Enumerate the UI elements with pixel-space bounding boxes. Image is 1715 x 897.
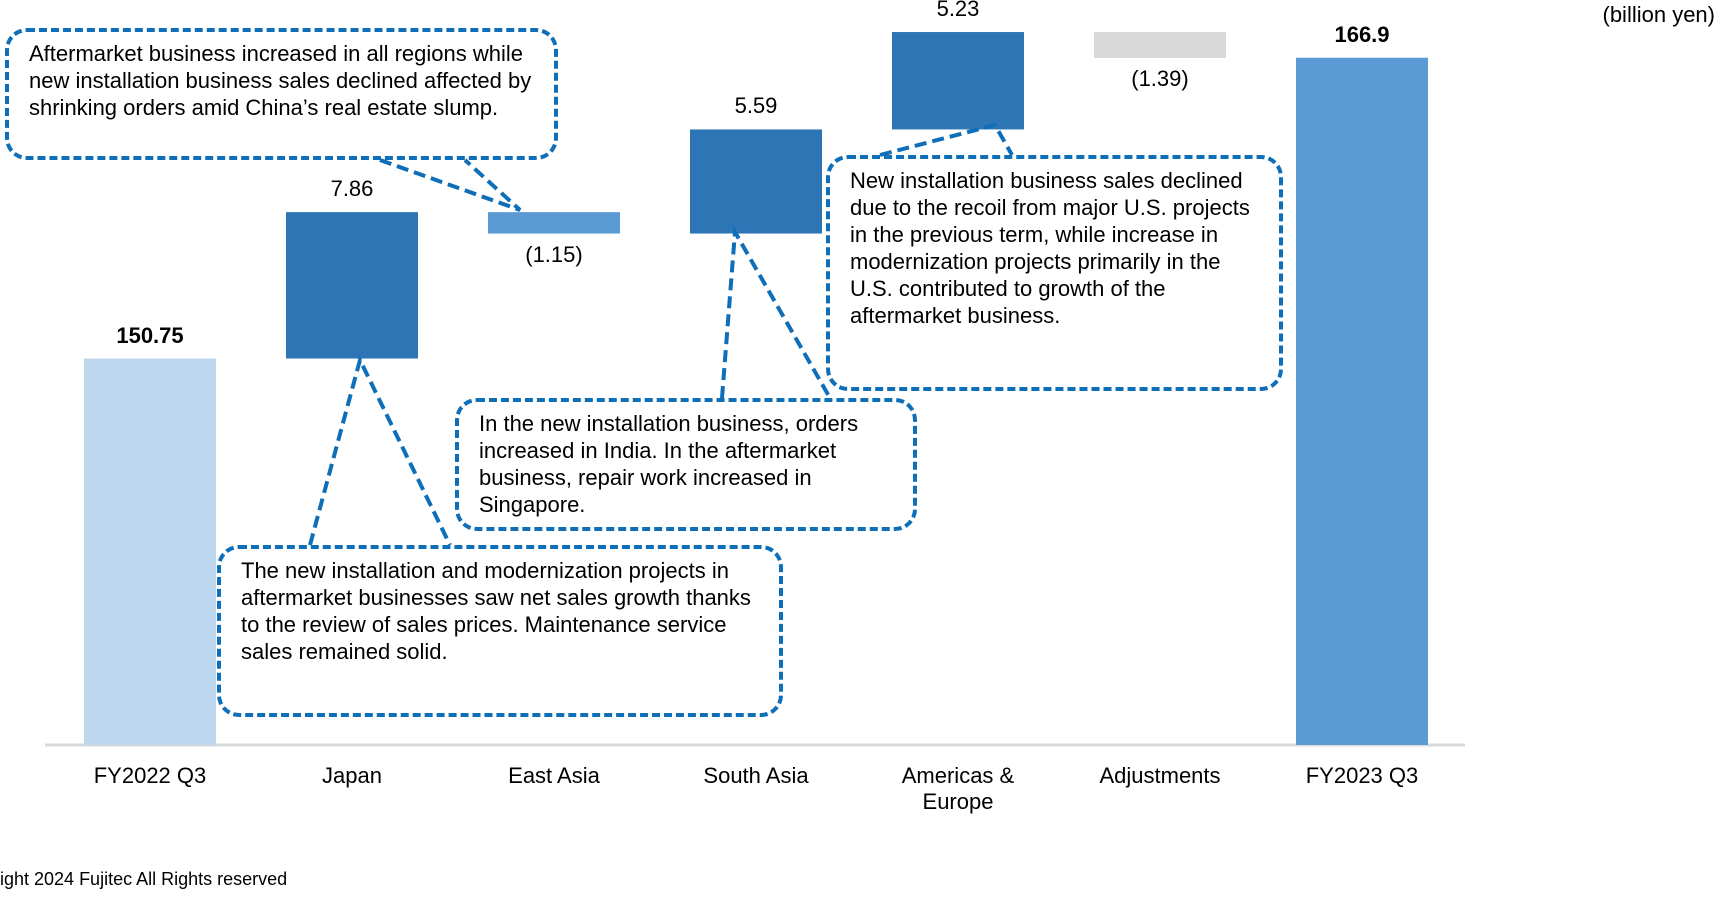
callout: The new installation and modernization p… bbox=[217, 545, 783, 717]
bar bbox=[1296, 57, 1428, 746]
x-tick-label: Adjustments bbox=[1099, 763, 1221, 788]
callout: New installation business sales declined… bbox=[826, 155, 1283, 391]
callout-pointer bbox=[879, 122, 1014, 157]
data-label: 166.9 bbox=[1334, 21, 1390, 47]
callout-pointer bbox=[308, 354, 452, 546]
data-label: 5.59 bbox=[734, 93, 778, 119]
x-tick-label: South Asia bbox=[703, 763, 809, 788]
x-tick-label: FY2023 Q3 bbox=[1305, 763, 1419, 788]
data-label: 150.75 bbox=[116, 322, 184, 348]
bar bbox=[286, 212, 418, 359]
callout-pointer bbox=[379, 158, 522, 212]
footer: ight 2024 Fujitec All Rights reserved bbox=[0, 869, 288, 889]
callout: In the new installation business, orders… bbox=[455, 398, 917, 531]
callout-pointer bbox=[720, 225, 832, 399]
bar bbox=[1094, 32, 1226, 58]
data-label: 5.23 bbox=[936, 0, 980, 22]
unit-label: (billion yen) bbox=[1602, 2, 1715, 27]
x-tick-label: Japan bbox=[322, 763, 382, 788]
bar bbox=[892, 32, 1024, 130]
data-label: (1.15) bbox=[525, 241, 583, 267]
callout: Aftermarket business increased in all re… bbox=[5, 28, 558, 160]
x-tick-label: FY2022 Q3 bbox=[93, 763, 207, 788]
x-tick-label: East Asia bbox=[508, 763, 600, 788]
x-tick-label: Americas & Europe bbox=[901, 763, 1015, 814]
bar bbox=[84, 358, 216, 745]
bar bbox=[690, 129, 822, 234]
data-label: 7.86 bbox=[330, 176, 374, 202]
bar bbox=[488, 212, 620, 234]
data-label: (1.39) bbox=[1131, 65, 1189, 91]
